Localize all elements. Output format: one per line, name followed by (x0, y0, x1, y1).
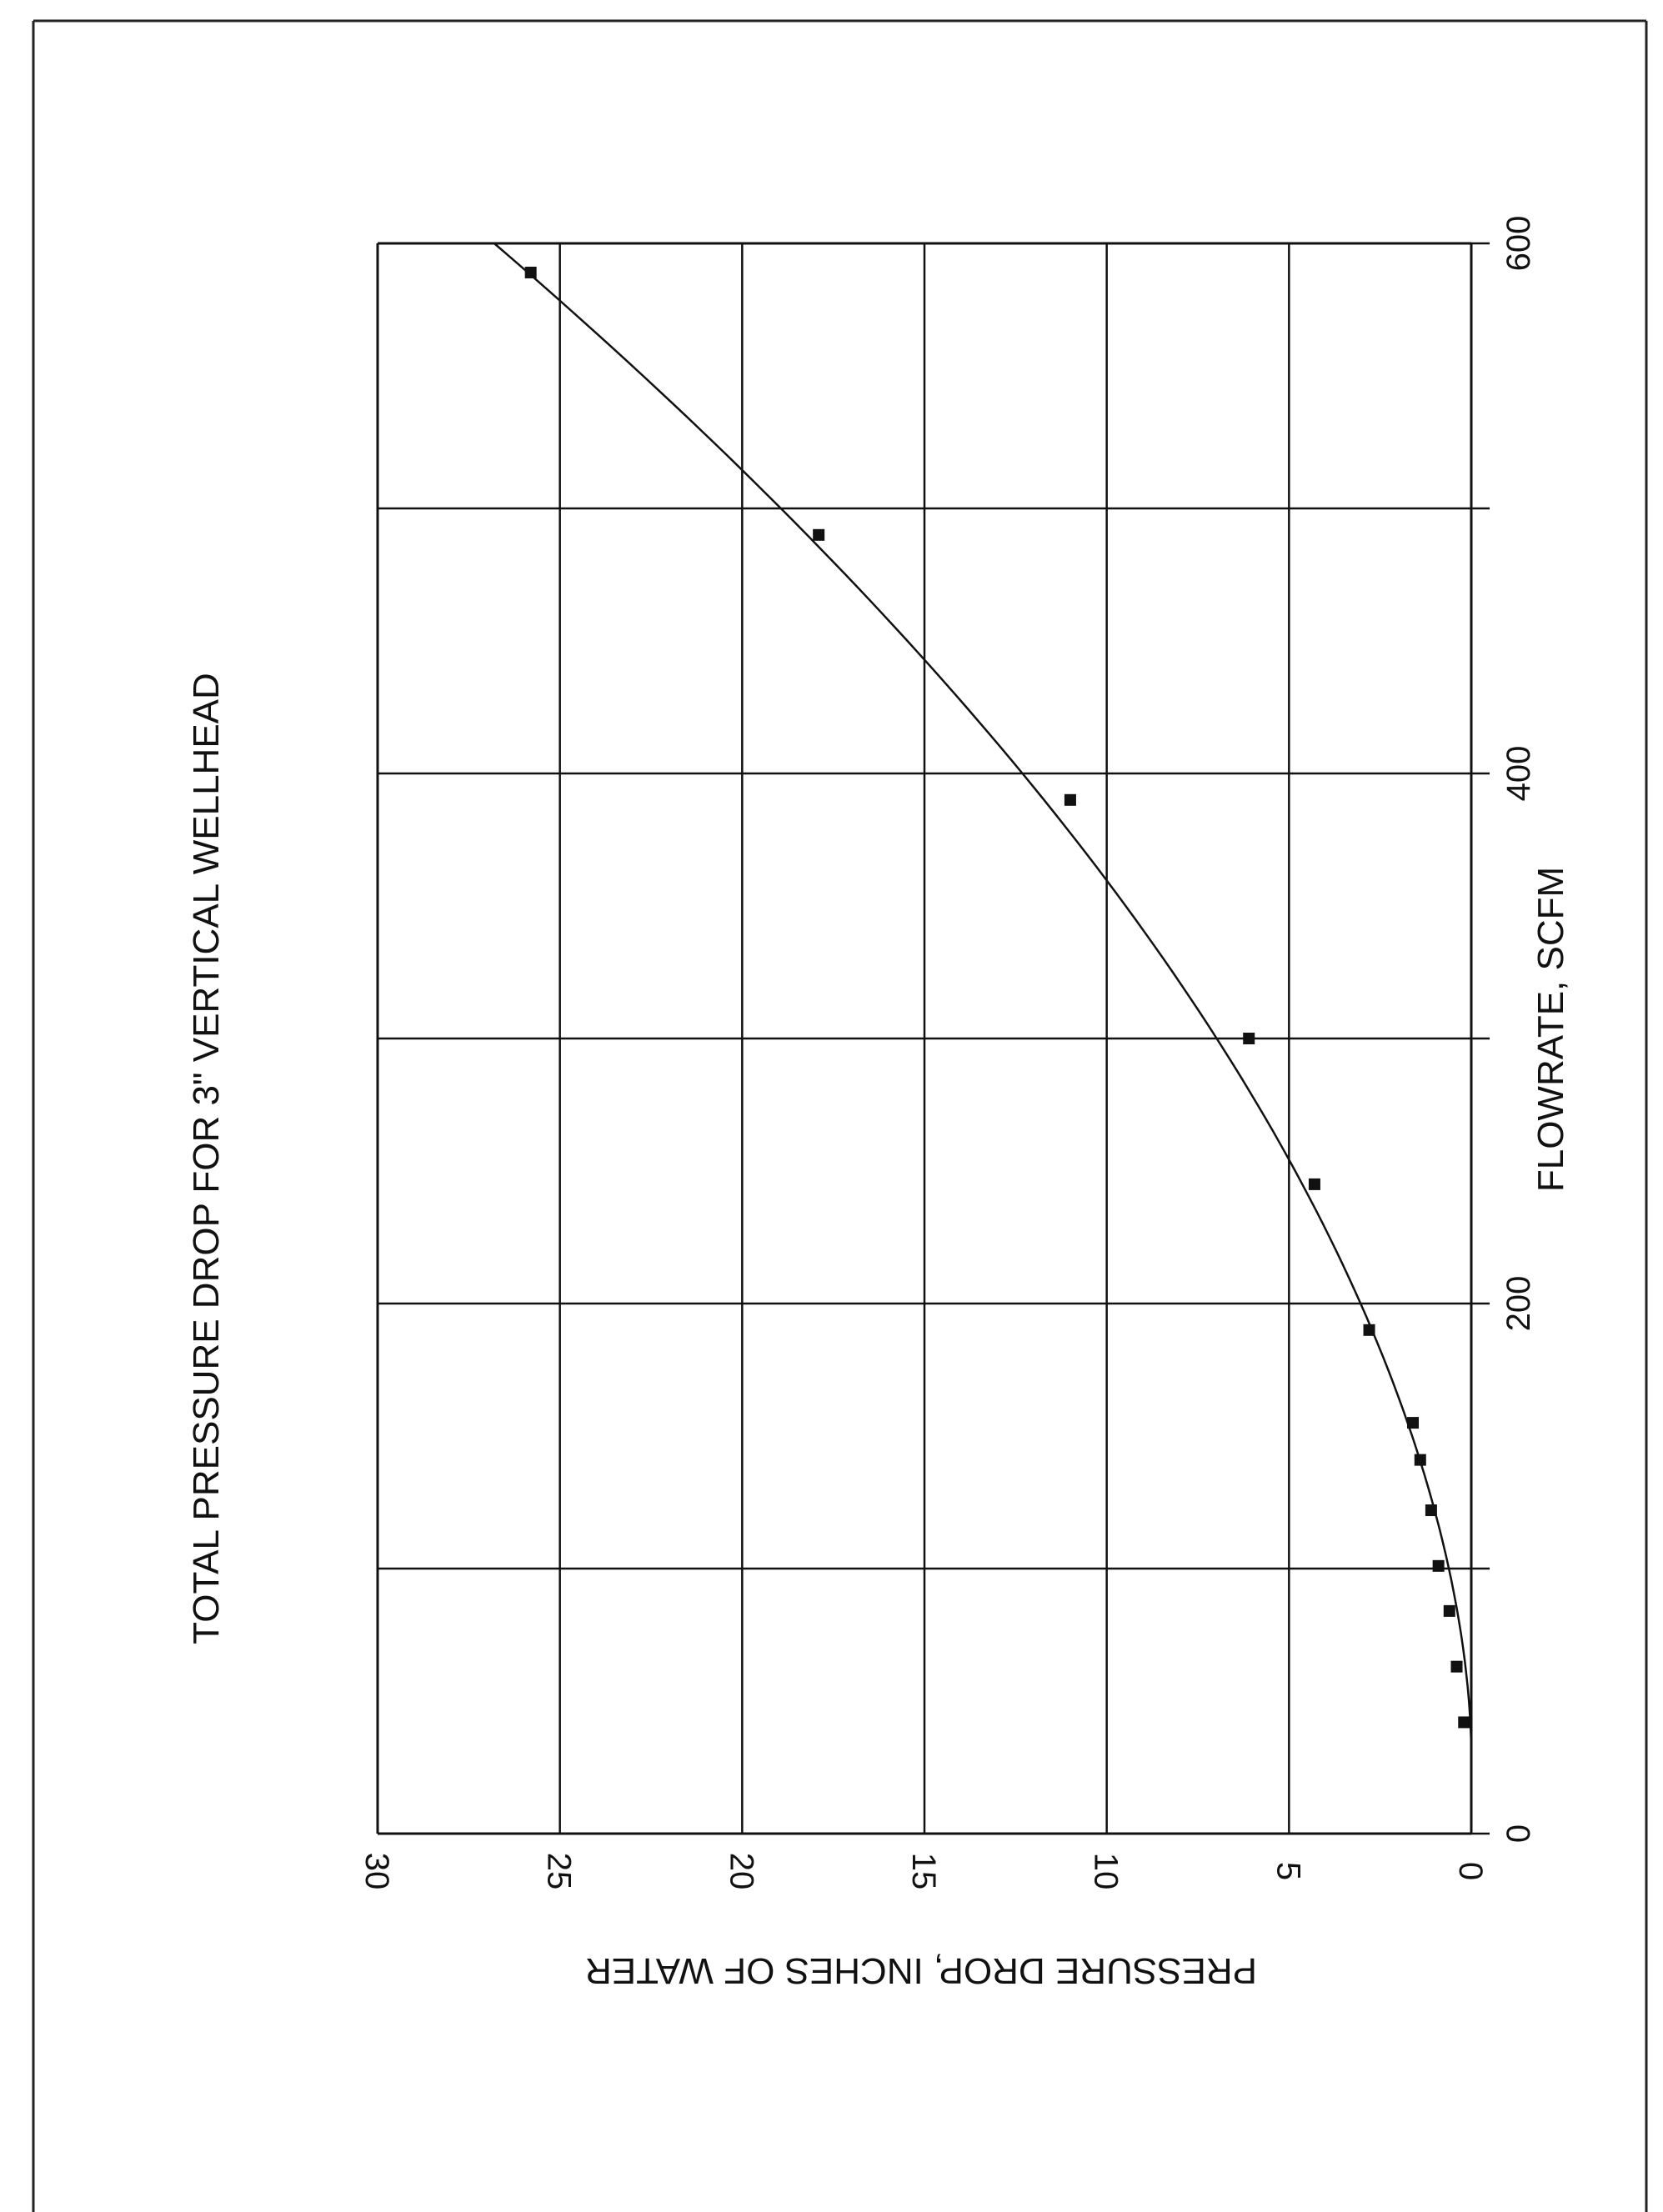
x-tick-label: 600 (1500, 216, 1537, 272)
data-point (1425, 1504, 1437, 1517)
x-tick-label: 0 (1500, 1824, 1537, 1843)
y-tick-label: 25 (541, 1853, 578, 1890)
series-line (493, 243, 1473, 1754)
y-tick-label: 30 (358, 1853, 395, 1890)
labels: TOTAL PRESSURE DROP FOR 3" VERTICAL WELL… (186, 673, 1571, 1991)
x-tick-label: 200 (1500, 1276, 1537, 1332)
y-tick-label: 5 (1270, 1862, 1306, 1880)
data-point (1064, 793, 1076, 806)
x-axis-label: FLOWRATE, SCFM (1530, 867, 1571, 1192)
grid-lines (376, 243, 1473, 1834)
series (493, 243, 1473, 1754)
y-tick-label: 15 (905, 1853, 942, 1890)
data-point (1450, 1660, 1463, 1673)
x-tick-label: 400 (1500, 746, 1537, 802)
data-point (1407, 1417, 1420, 1429)
y-tick-label: 10 (1088, 1853, 1125, 1890)
data-point (1432, 1559, 1445, 1572)
data-point (1414, 1454, 1426, 1466)
data-point (1243, 1033, 1255, 1044)
y-tick-label: 0 (1452, 1862, 1489, 1880)
data-point (524, 266, 537, 278)
data-point (1458, 1716, 1470, 1729)
y-axis-label: PRESSURE DROP, INCHES OF WATER (585, 1950, 1257, 1991)
data-point (1308, 1178, 1320, 1190)
chart-title: TOTAL PRESSURE DROP FOR 3" VERTICAL WELL… (186, 673, 227, 1644)
data-point (1363, 1324, 1375, 1336)
data-point (813, 528, 825, 541)
data-point (1443, 1604, 1455, 1617)
axes: 0 5 10 15 20 25 30 0 200 400 600 (358, 216, 1537, 1890)
y-tick-label: 20 (723, 1853, 759, 1890)
